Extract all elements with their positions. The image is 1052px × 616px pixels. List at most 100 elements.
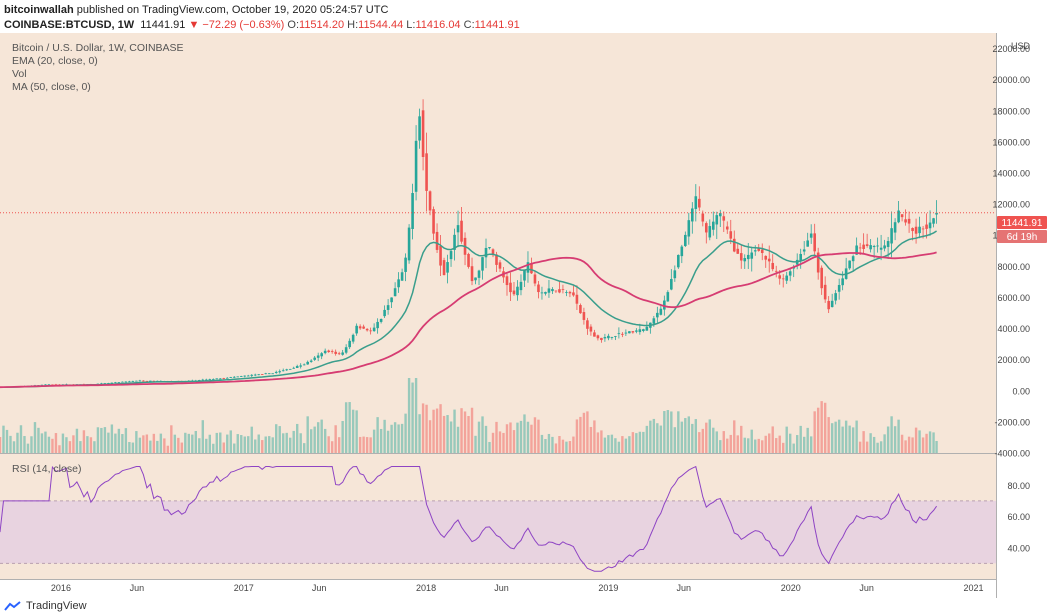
candle-body bbox=[44, 384, 47, 386]
candle-body bbox=[369, 330, 372, 332]
candle-body bbox=[568, 291, 572, 294]
volume-bar bbox=[663, 411, 666, 453]
volume-bar bbox=[855, 420, 858, 453]
candle-body bbox=[204, 379, 208, 381]
candle-body bbox=[313, 357, 316, 360]
candle-body bbox=[830, 300, 834, 308]
time-axis[interactable]: 2016 Jun 2017 Jun 2018 Jun 2019 Jun 2020 Jun 2021 bbox=[51, 583, 984, 593]
candle-body bbox=[40, 384, 44, 386]
candle-body bbox=[519, 281, 523, 291]
candle-body bbox=[442, 260, 446, 276]
volume-bar bbox=[554, 443, 558, 453]
volume-bar bbox=[212, 443, 215, 453]
last-price-box bbox=[997, 216, 1047, 229]
volume-bar bbox=[337, 437, 341, 453]
volume-bar bbox=[879, 441, 883, 453]
candle-body bbox=[691, 208, 694, 222]
low-value: 11416.04 bbox=[415, 19, 461, 31]
close-label: C: bbox=[463, 19, 475, 31]
candle-body bbox=[449, 251, 453, 260]
candle-body bbox=[862, 244, 865, 250]
footer-brand[interactable]: TradingView bbox=[26, 600, 87, 612]
candle-body bbox=[732, 238, 736, 252]
candle-body bbox=[131, 381, 135, 382]
volume-bar bbox=[761, 440, 764, 453]
candle-body bbox=[925, 224, 928, 229]
volume-bar bbox=[2, 425, 5, 453]
candle-body bbox=[365, 328, 369, 331]
candle-body bbox=[886, 241, 890, 247]
candle-body bbox=[512, 290, 516, 295]
volume-bar bbox=[180, 442, 184, 453]
volume-bar bbox=[400, 423, 404, 453]
volume-bar bbox=[579, 416, 582, 453]
volume-bar bbox=[257, 434, 260, 453]
volume-bar bbox=[593, 420, 596, 453]
volume-bar bbox=[23, 436, 26, 453]
candle-body bbox=[855, 245, 858, 255]
candle-body bbox=[743, 258, 747, 262]
volume-bar bbox=[460, 408, 463, 453]
volume-bar bbox=[33, 422, 37, 453]
candles bbox=[0, 99, 938, 388]
candle-body bbox=[383, 309, 386, 317]
volume-bar bbox=[358, 436, 362, 453]
volume-bar bbox=[813, 411, 816, 453]
author-name[interactable]: bitcoinwallah bbox=[4, 4, 74, 16]
volume-bar bbox=[351, 409, 355, 453]
volume-bar bbox=[432, 409, 435, 453]
volume-bar bbox=[698, 432, 701, 453]
volume-bar bbox=[565, 441, 568, 453]
candle-body bbox=[771, 262, 775, 270]
candle-body bbox=[572, 292, 575, 296]
candle-body bbox=[715, 215, 719, 225]
volume-bar bbox=[376, 417, 379, 453]
chart-header: bitcoinwallah published on TradingView.c… bbox=[4, 3, 1004, 33]
volume-bar bbox=[537, 419, 540, 453]
volume-bar bbox=[61, 433, 65, 453]
volume-bar bbox=[142, 435, 145, 453]
volume-bar bbox=[453, 409, 456, 453]
candle-body bbox=[565, 292, 568, 293]
candle-body bbox=[362, 326, 365, 329]
volume-bar bbox=[858, 441, 862, 453]
volume-bar bbox=[768, 433, 771, 453]
candle-body bbox=[638, 329, 642, 333]
candle-body bbox=[802, 249, 806, 252]
price-chart[interactable]: 22000.00 20000.00 18000.00 16000.00 14000.00… bbox=[0, 33, 1052, 598]
volume-bar bbox=[9, 435, 12, 453]
volume-bar bbox=[397, 424, 400, 453]
volume-bar bbox=[701, 428, 704, 453]
candle-body bbox=[414, 140, 418, 192]
candle-body bbox=[673, 270, 677, 279]
volume-bar bbox=[607, 435, 610, 453]
candle-body bbox=[575, 294, 579, 304]
candle-body bbox=[264, 373, 268, 375]
candle-body bbox=[684, 234, 687, 247]
volume-bar bbox=[827, 417, 830, 453]
price-tick-label: -4000.00 bbox=[994, 449, 1030, 459]
rsi-axis: 80.00 60.00 40.00 bbox=[1007, 481, 1030, 554]
publish-info: published on TradingView.com, October 19… bbox=[76, 4, 389, 16]
volume-bar bbox=[890, 416, 893, 453]
volume-bar bbox=[820, 401, 823, 453]
candle-body bbox=[813, 233, 816, 252]
candle-body bbox=[250, 374, 254, 376]
volume-bar bbox=[789, 433, 792, 453]
candle-body bbox=[914, 226, 918, 234]
volume-bar bbox=[680, 421, 684, 453]
volume-bar bbox=[299, 433, 302, 453]
volume-bar bbox=[51, 438, 54, 453]
volume-bar bbox=[320, 419, 323, 453]
candle-body bbox=[211, 379, 215, 380]
candle-body bbox=[278, 371, 282, 373]
volume-bar bbox=[442, 415, 446, 453]
candle-body bbox=[739, 253, 743, 261]
candle-body bbox=[526, 262, 530, 273]
price-axis[interactable]: 22000.00 20000.00 18000.00 16000.00 14000.00… bbox=[992, 44, 1030, 458]
price-tick-label: 18000.00 bbox=[992, 106, 1030, 116]
volume-bar bbox=[624, 438, 628, 453]
volume-bar bbox=[240, 435, 243, 453]
candle-body bbox=[851, 256, 855, 262]
price-tick-label: 8000.00 bbox=[997, 262, 1030, 272]
